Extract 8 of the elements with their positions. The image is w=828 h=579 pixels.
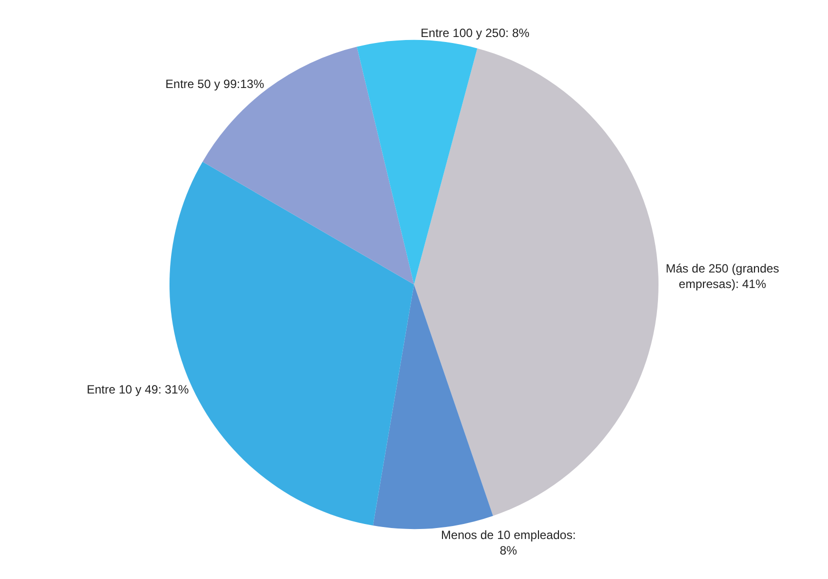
slice-label: Entre 10 y 49: 31%: [86, 382, 190, 396]
pie-slice: [414, 48, 658, 516]
pie-slice: [356, 40, 478, 284]
pie-slice: [373, 284, 494, 529]
slice-label: Entre 100 y 250: 8%: [420, 26, 530, 40]
slice-label: Menos de 10 empleados: 8%: [441, 528, 576, 558]
slice-label: Entre 50 y 99:13%: [165, 76, 264, 91]
slice-label: Más de 250 (grandes empresas): 41%: [666, 261, 780, 292]
